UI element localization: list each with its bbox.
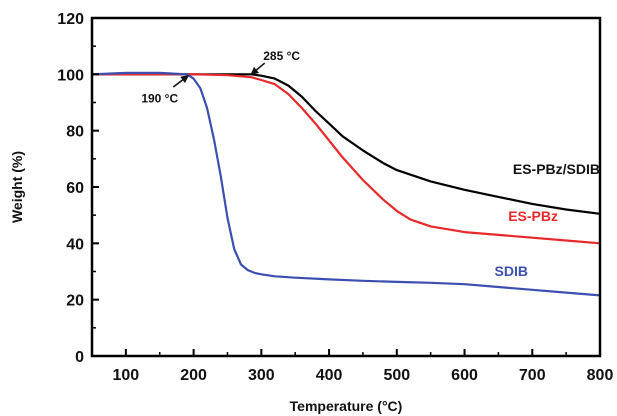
x-tick-label: 300 — [248, 367, 275, 384]
series-line-es-pbz — [90, 73, 602, 245]
x-tick-label: 800 — [587, 367, 614, 384]
x-tick-label: 200 — [180, 367, 207, 384]
series-label-es-pbz: ES-PBz — [508, 208, 558, 224]
x-tick-label: 400 — [316, 367, 343, 384]
y-tick-label: 120 — [57, 11, 84, 28]
annotation-label: 285 °C — [263, 49, 300, 63]
x-tick-label: 100 — [113, 367, 140, 384]
y-axis-title: Weight (%) — [9, 151, 25, 223]
x-tick-label: 600 — [451, 367, 478, 384]
annotation-arrow — [172, 75, 189, 88]
y-tick-label: 100 — [57, 67, 84, 84]
x-tick-label: 500 — [383, 367, 410, 384]
annotation-label: 190 °C — [141, 91, 178, 105]
annotation-arrow — [250, 62, 266, 75]
series-label-es-pbz-sdib: ES-PBz/SDIB — [513, 161, 600, 177]
series-line-sdib — [90, 71, 602, 297]
annotations-layer: 285 °C 190 °C — [141, 49, 300, 105]
y-tick-label: 0 — [75, 349, 84, 366]
y-tick-label: 40 — [66, 236, 84, 253]
x-axis-title: Temperature (°C) — [290, 398, 403, 414]
ticks-layer: 100 200 300 400 500 600 700 800 0 20 40 60 80 100 120 — [57, 11, 613, 384]
y-tick-label: 80 — [66, 124, 84, 141]
plot-frame — [90, 16, 602, 358]
y-tick-label: 20 — [66, 293, 84, 310]
series-layer — [90, 71, 602, 297]
series-label-sdib: SDIB — [495, 263, 528, 279]
x-tick-label: 700 — [519, 367, 546, 384]
y-tick-label: 60 — [66, 180, 84, 197]
